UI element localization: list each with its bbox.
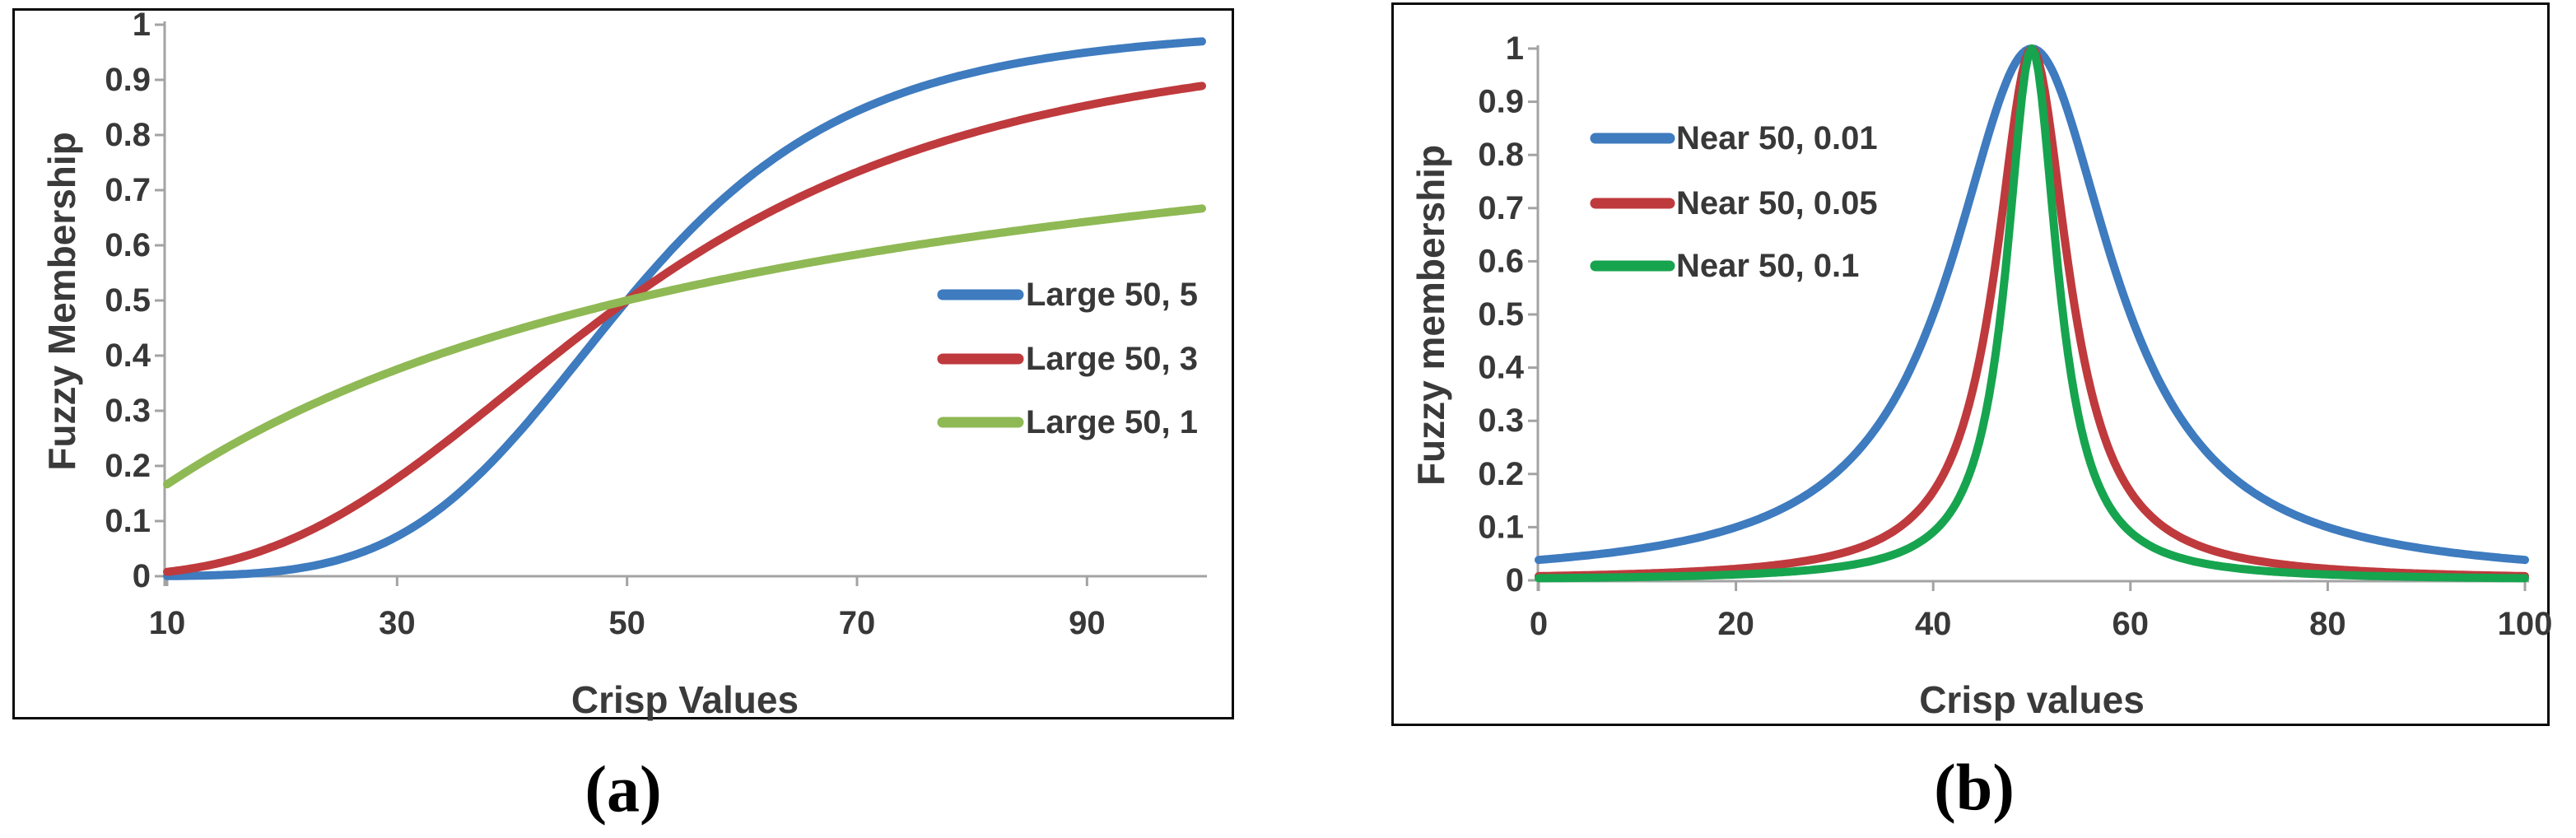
panel-b-frame (1391, 2, 2550, 726)
legend-label: Large 50, 1 (1026, 404, 1198, 440)
y-tick-label: 0.8 (1478, 137, 1524, 173)
legend-item-large-50-3: Large 50, 3 (937, 341, 1198, 377)
y-tick-label: 0.2 (105, 448, 151, 484)
panel-a-x-axis-title: Crisp Values (571, 678, 799, 721)
x-tick-label: 70 (839, 605, 876, 641)
y-tick-label: 0.9 (1478, 84, 1524, 120)
y-tick-label: 0.8 (105, 117, 151, 153)
legend-item-near-50-0-1: Near 50, 0.1 (1590, 248, 1859, 284)
x-tick-label: 40 (1915, 606, 1952, 642)
y-tick-label: 0.6 (1478, 243, 1524, 279)
panel-a-frame (12, 8, 1234, 719)
x-tick-label: 60 (2113, 606, 2150, 642)
series-line-near-50-0-1 (1535, 44, 2529, 583)
legend-item-large-50-5: Large 50, 5 (937, 277, 1198, 313)
y-tick-label: 0.5 (1478, 296, 1524, 333)
legend-label: Near 50, 0.1 (1676, 248, 1859, 284)
y-tick-label: 0.9 (105, 62, 151, 98)
x-tick-label: 80 (2309, 606, 2346, 642)
series-line-large-50-5 (163, 37, 1206, 580)
panel-a-y-axis-title: Fuzzy Membership (40, 132, 83, 471)
y-tick-label: 0.6 (105, 227, 151, 263)
panel-a-plot: 0 0.1 0.2 0.3 0.4 0.5 0.6 0.7 0.8 0.9 1 10 30 50 70 90 L… (105, 7, 1207, 641)
y-tick-label: 0.1 (1478, 509, 1524, 545)
legend-item-large-50-1: Large 50, 1 (937, 404, 1198, 440)
series-line-large-50-1 (163, 204, 1206, 489)
x-tick-label: 0 (1530, 606, 1548, 642)
x-tick-label: 100 (2498, 606, 2553, 642)
x-tick-label: 30 (379, 605, 416, 641)
series-line-large-50-3 (163, 81, 1206, 576)
y-tick-label: 0.2 (1478, 456, 1524, 492)
y-tick-label: 0.7 (105, 172, 151, 208)
x-tick-label: 50 (608, 605, 645, 641)
y-tick-label: 0 (1506, 562, 1524, 598)
y-tick-label: 0 (133, 558, 151, 594)
x-tick-label: 90 (1069, 605, 1106, 641)
y-tick-label: 0.4 (1478, 350, 1524, 386)
y-tick-label: 0.3 (105, 393, 151, 429)
panel-b-x-axis-title: Crisp values (1919, 678, 2145, 721)
legend-label: Large 50, 5 (1026, 277, 1198, 313)
y-tick-label: 0.5 (105, 282, 151, 319)
legend-item-near-50-0-01: Near 50, 0.01 (1590, 120, 1878, 156)
x-tick-label: 10 (149, 605, 186, 641)
x-tick-label: 20 (1717, 606, 1754, 642)
y-tick-label: 0.3 (1478, 403, 1524, 439)
legend-label: Near 50, 0.05 (1676, 185, 1878, 221)
y-tick-label: 1 (1506, 30, 1524, 67)
panel-b-caption: (b) (1934, 752, 2015, 825)
y-tick-label: 0.7 (1478, 190, 1524, 226)
legend-label: Near 50, 0.01 (1676, 120, 1878, 156)
y-tick-label: 0.1 (105, 503, 151, 539)
y-tick-label: 1 (133, 7, 151, 43)
y-tick-label: 0.4 (105, 338, 151, 374)
legend-label: Large 50, 3 (1026, 341, 1198, 377)
panel-b-plot: 0 0.1 0.2 0.3 0.4 0.5 0.6 0.7 0.8 0.9 1 0 20 40 60 80 10… (1478, 30, 2552, 642)
panel-b-y-axis-title: Fuzzy membership (1409, 144, 1452, 487)
panel-a-caption: (a) (585, 753, 662, 826)
legend-item-near-50-0-05: Near 50, 0.05 (1590, 185, 1878, 221)
